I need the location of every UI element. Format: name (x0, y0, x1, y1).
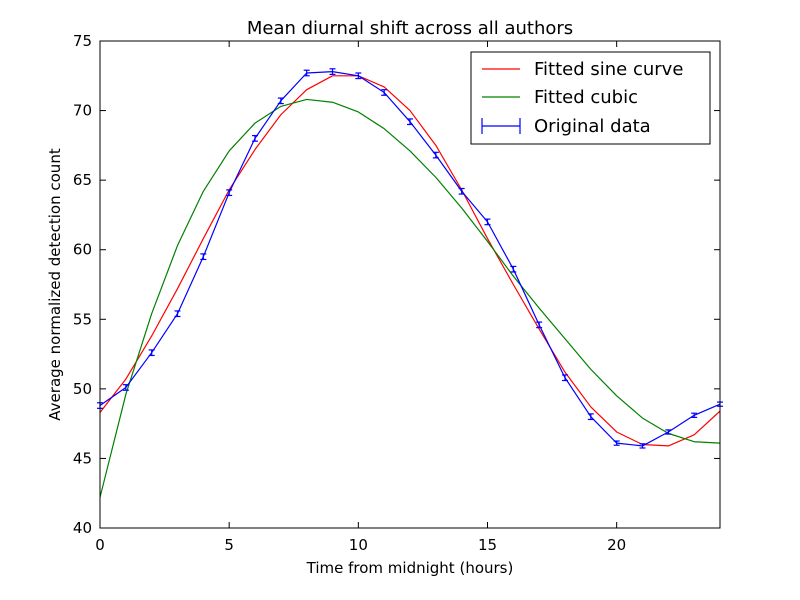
legend-label-data: Original data (534, 116, 651, 137)
series-fitted-cubic (99, 98, 721, 498)
error-bar (148, 349, 155, 357)
plot-frame (99, 40, 721, 529)
error-bar (613, 440, 620, 446)
error-bar (277, 97, 284, 105)
series-line-fitted-sine-curve (99, 75, 721, 447)
y-tick-label: 70 (73, 102, 92, 120)
error-bar (665, 429, 672, 435)
y-tick-label: 40 (73, 519, 92, 537)
legend-label-sine: Fitted sine curve (534, 59, 683, 80)
ticks-layer: 0 5 10 15 20 40 45 50 55 60 65 70 75 (73, 32, 720, 554)
y-tick-label: 75 (73, 32, 92, 50)
error-bar (407, 118, 413, 126)
y-tick-label: 65 (73, 171, 92, 189)
error-bar (639, 443, 646, 449)
legend: Fitted sine curve Fitted cubic Original … (470, 51, 711, 145)
series-layer (97, 68, 723, 498)
error-bar (562, 374, 568, 382)
error-bar (122, 384, 129, 391)
error-bar (381, 89, 388, 96)
x-axis-label: Time from midnight (hours) (306, 559, 514, 577)
error-bar (432, 151, 439, 159)
x-tick-label: 20 (607, 536, 626, 554)
error-bar (587, 413, 594, 421)
x-tick-label: 10 (349, 536, 368, 554)
error-bar (174, 310, 181, 318)
x-tick-label: 15 (478, 536, 497, 554)
error-bar (329, 68, 336, 75)
y-tick-label: 50 (73, 380, 92, 398)
series-fitted-sine-curve (99, 75, 721, 447)
y-tick-label: 55 (73, 310, 92, 328)
x-tick-label: 5 (224, 536, 234, 554)
chart-title: Mean diurnal shift across all authors (247, 18, 573, 39)
error-bar (252, 135, 258, 142)
legend-box (470, 51, 711, 145)
error-bar (303, 69, 310, 77)
y-axis-label: Average normalized detection count (46, 148, 64, 421)
y-tick-label: 45 (73, 449, 92, 467)
legend-label-cubic: Fitted cubic (534, 87, 638, 108)
error-bar (200, 253, 207, 261)
error-bar (484, 218, 491, 226)
error-bar (355, 72, 362, 80)
error-bar (510, 265, 517, 273)
y-tick-label: 60 (73, 241, 92, 259)
x-tick-label: 0 (95, 536, 105, 554)
error-bar (691, 412, 698, 418)
error-bar (536, 321, 543, 329)
series-line-fitted-cubic (99, 98, 721, 498)
error-bar (226, 189, 233, 197)
legend-swatch-data (481, 118, 521, 134)
error-bar (458, 187, 465, 195)
